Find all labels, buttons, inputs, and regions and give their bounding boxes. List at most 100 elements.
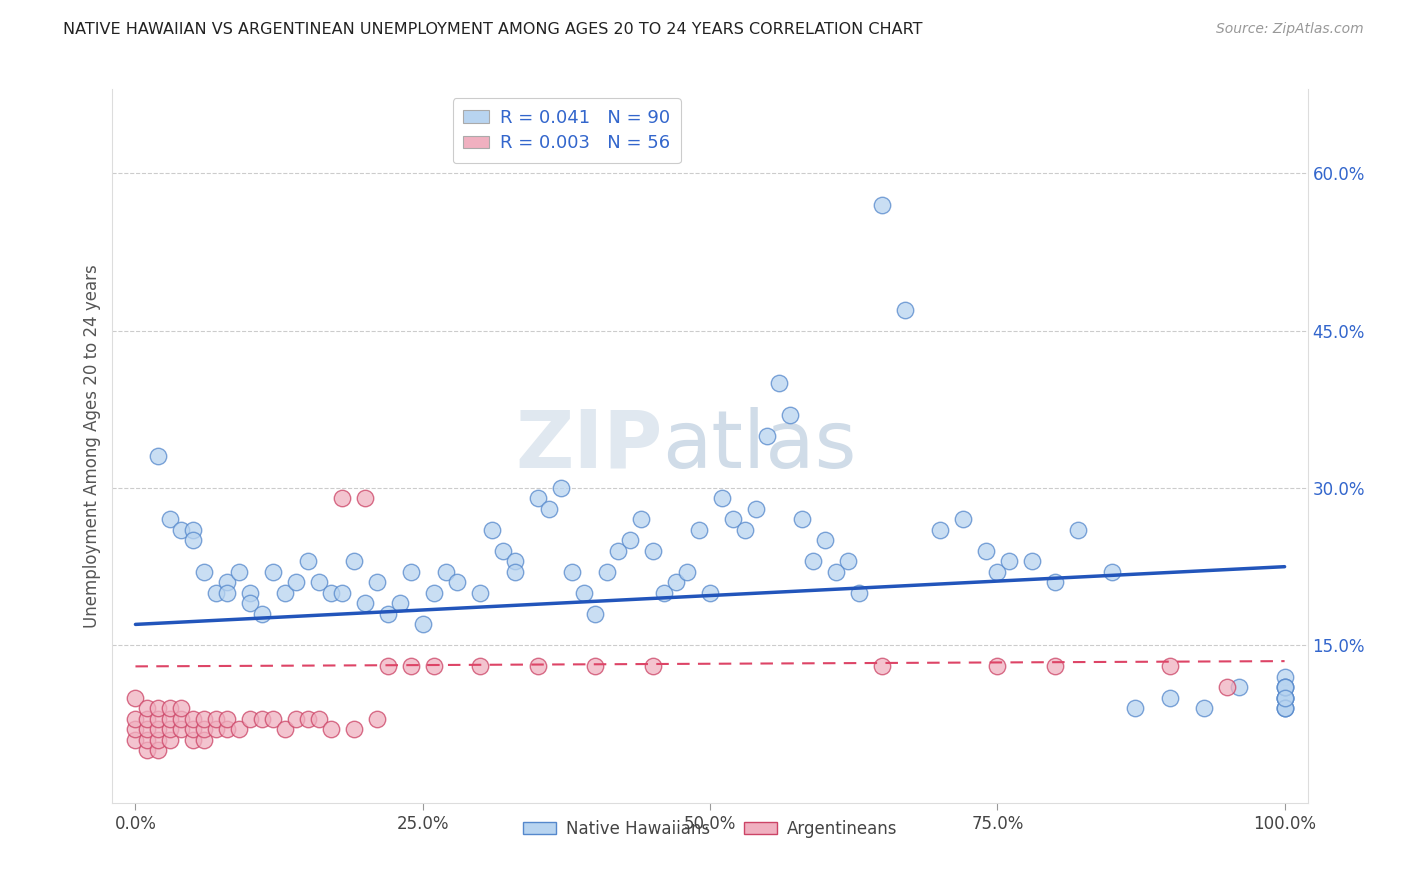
Point xyxy=(1021,554,1043,568)
Point xyxy=(607,544,630,558)
Point xyxy=(330,491,353,506)
Point xyxy=(250,607,273,621)
Point xyxy=(1101,565,1123,579)
Point xyxy=(503,565,526,579)
Point xyxy=(170,723,193,737)
Point xyxy=(205,586,228,600)
Point xyxy=(239,712,262,726)
Point xyxy=(159,712,181,726)
Point xyxy=(205,712,228,726)
Point xyxy=(170,701,193,715)
Point xyxy=(1159,659,1181,673)
Point xyxy=(526,491,548,506)
Point xyxy=(159,732,181,747)
Point xyxy=(768,376,790,390)
Point xyxy=(217,723,239,737)
Point xyxy=(848,586,870,600)
Point xyxy=(1274,690,1296,705)
Point xyxy=(1274,681,1296,695)
Point xyxy=(470,659,492,673)
Point xyxy=(159,701,181,715)
Point xyxy=(550,481,572,495)
Point xyxy=(1192,701,1215,715)
Point xyxy=(1216,681,1239,695)
Point xyxy=(583,659,606,673)
Point xyxy=(319,723,342,737)
Point xyxy=(1274,690,1296,705)
Point xyxy=(734,523,756,537)
Point xyxy=(217,575,239,590)
Point xyxy=(205,723,228,737)
Point xyxy=(986,565,1008,579)
Point xyxy=(193,732,215,747)
Point xyxy=(330,586,353,600)
Point xyxy=(664,575,686,590)
Point xyxy=(572,586,595,600)
Point xyxy=(181,732,204,747)
Point xyxy=(148,732,170,747)
Point xyxy=(250,712,273,726)
Point xyxy=(377,659,399,673)
Point xyxy=(136,723,159,737)
Point xyxy=(721,512,744,526)
Point xyxy=(814,533,837,548)
Point xyxy=(366,712,388,726)
Point xyxy=(319,586,342,600)
Point xyxy=(285,712,308,726)
Point xyxy=(354,596,377,610)
Point xyxy=(148,701,170,715)
Y-axis label: Unemployment Among Ages 20 to 24 years: Unemployment Among Ages 20 to 24 years xyxy=(83,264,101,628)
Point xyxy=(595,565,617,579)
Point xyxy=(159,512,181,526)
Point xyxy=(492,544,515,558)
Legend: Native Hawaiians, Argentineans: Native Hawaiians, Argentineans xyxy=(516,814,904,845)
Point xyxy=(1067,523,1090,537)
Point xyxy=(354,491,377,506)
Point xyxy=(1274,701,1296,715)
Point xyxy=(986,659,1008,673)
Point xyxy=(1123,701,1146,715)
Point xyxy=(239,596,262,610)
Point xyxy=(228,565,250,579)
Point xyxy=(745,502,768,516)
Point xyxy=(1227,681,1250,695)
Point xyxy=(297,554,319,568)
Point xyxy=(446,575,468,590)
Point xyxy=(756,428,779,442)
Point xyxy=(159,723,181,737)
Point xyxy=(434,565,457,579)
Text: Source: ZipAtlas.com: Source: ZipAtlas.com xyxy=(1216,22,1364,37)
Point xyxy=(181,723,204,737)
Point xyxy=(710,491,733,506)
Point xyxy=(308,712,330,726)
Point xyxy=(136,732,159,747)
Point xyxy=(641,659,664,673)
Point xyxy=(377,607,399,621)
Point xyxy=(308,575,330,590)
Point xyxy=(872,197,894,211)
Point xyxy=(952,512,974,526)
Point xyxy=(1274,681,1296,695)
Point xyxy=(894,302,917,317)
Point xyxy=(583,607,606,621)
Point xyxy=(366,575,388,590)
Point xyxy=(401,565,423,579)
Point xyxy=(193,565,215,579)
Point xyxy=(148,450,170,464)
Point xyxy=(803,554,825,568)
Point xyxy=(561,565,583,579)
Point xyxy=(1274,690,1296,705)
Point xyxy=(217,712,239,726)
Point xyxy=(1043,659,1066,673)
Point xyxy=(181,712,204,726)
Point xyxy=(193,723,215,737)
Point xyxy=(193,712,215,726)
Point xyxy=(1274,701,1296,715)
Point xyxy=(641,544,664,558)
Point xyxy=(470,586,492,600)
Point xyxy=(136,743,159,757)
Point xyxy=(676,565,699,579)
Point xyxy=(148,743,170,757)
Point xyxy=(136,712,159,726)
Point xyxy=(779,408,801,422)
